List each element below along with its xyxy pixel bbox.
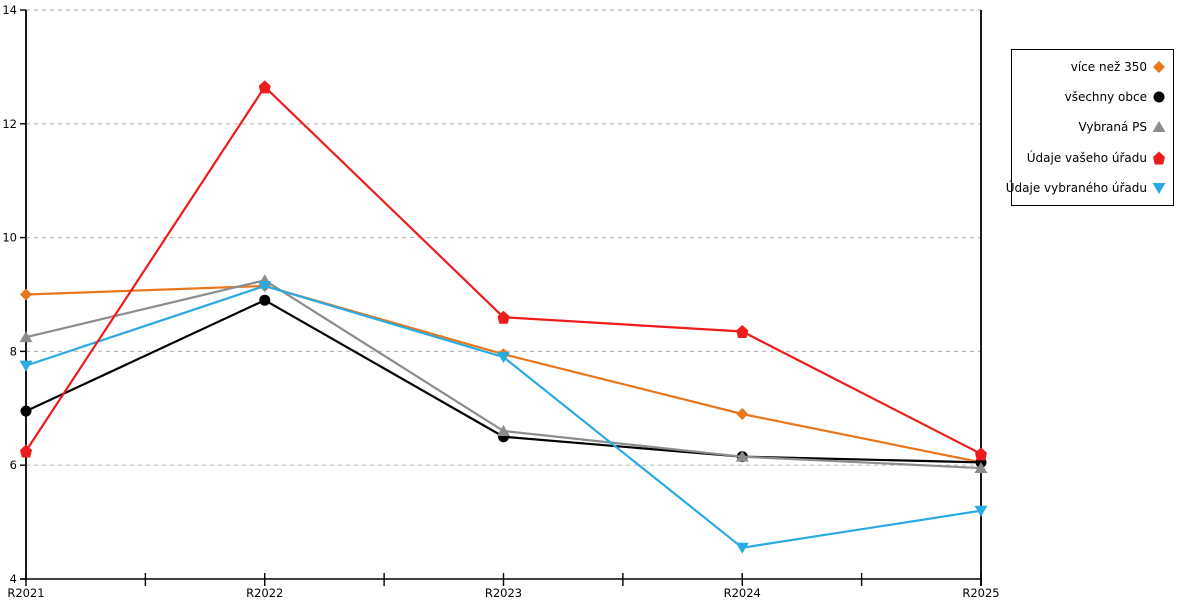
triangle-up-marker-icon	[974, 462, 988, 474]
triangle-down-marker-icon	[1152, 182, 1166, 194]
diamond-marker-icon	[20, 288, 32, 301]
circle-marker-icon	[1153, 91, 1165, 103]
pentagon-marker-icon	[20, 444, 32, 458]
circle-marker-icon	[20, 405, 32, 417]
y-tick-label: 6	[10, 458, 17, 472]
y-tick-label: 4	[10, 572, 17, 586]
legend-item-1: více než 350	[1012, 60, 1173, 74]
circle-marker-icon	[259, 294, 271, 306]
legend-item-label: Údaje vašeho úřadu	[1026, 150, 1147, 165]
legend-item-label: Vybraná PS	[1078, 120, 1147, 135]
legend-diamond-icon	[1153, 61, 1165, 74]
grid-layer	[26, 9, 981, 466]
y-tick-label: 10	[2, 231, 17, 245]
pentagon-marker-icon	[258, 80, 271, 94]
series-3	[19, 274, 988, 474]
x-tick-label: R2025	[962, 586, 999, 600]
triangle-up-marker-icon	[1152, 121, 1166, 133]
axes-layer: 4 6 8 10 12 14 R2021 R2022 R2023 R2024 R2025	[2, 3, 999, 600]
triangle-down-marker-icon	[19, 360, 33, 372]
x-tick-label: R2022	[246, 586, 283, 600]
triangle-down-marker-icon	[974, 505, 988, 517]
legend-item-2: všechny obce	[1012, 90, 1173, 104]
y-tick-label: 8	[10, 344, 17, 358]
diamond-marker-icon	[736, 407, 749, 420]
legend-circle-icon	[1153, 91, 1165, 103]
pentagon-marker-icon	[975, 447, 987, 461]
pentagon-marker-icon	[1153, 151, 1165, 165]
legend-item-4: Údaje vašeho úřadu	[1012, 151, 1173, 165]
series-4	[20, 80, 987, 461]
x-tick-label: R2021	[7, 586, 44, 600]
triangle-up-marker-icon	[497, 425, 510, 437]
legend-item-label: všechny obce	[1064, 90, 1147, 105]
y-tick-label: 14	[2, 3, 17, 17]
triangle-up-marker-icon	[19, 331, 33, 343]
pentagon-marker-icon	[497, 310, 510, 324]
x-tick-label: R2023	[485, 586, 522, 600]
triangle-down-marker-icon	[735, 542, 749, 554]
series-5	[19, 280, 988, 554]
y-tick-label: 12	[2, 117, 17, 131]
legend: více než 350 všechny obce Vybraná PS Údaje …	[1006, 49, 1174, 206]
legend-item-5: Údaje vybraného úřadu	[1006, 181, 1173, 195]
legend-triangle-up-icon	[1152, 121, 1166, 133]
triangle-up-marker-icon	[735, 450, 749, 462]
series-line	[25, 85, 982, 455]
triangle-down-marker-icon	[258, 280, 272, 292]
x-tick-label: R2024	[724, 586, 761, 600]
series-layer	[19, 80, 988, 554]
legend-pentagon-icon	[1153, 151, 1165, 165]
legend-triangle-down-icon	[1152, 182, 1166, 194]
pentagon-marker-icon	[736, 324, 749, 338]
legend-item-label: Údaje vybraného úřadu	[1005, 180, 1147, 195]
legend-item-3: Vybraná PS	[1012, 120, 1173, 134]
series-line	[25, 284, 982, 549]
legend-item-label: více než 350	[1070, 60, 1147, 75]
triangle-down-marker-icon	[497, 352, 510, 364]
diamond-marker-icon	[1153, 61, 1165, 74]
